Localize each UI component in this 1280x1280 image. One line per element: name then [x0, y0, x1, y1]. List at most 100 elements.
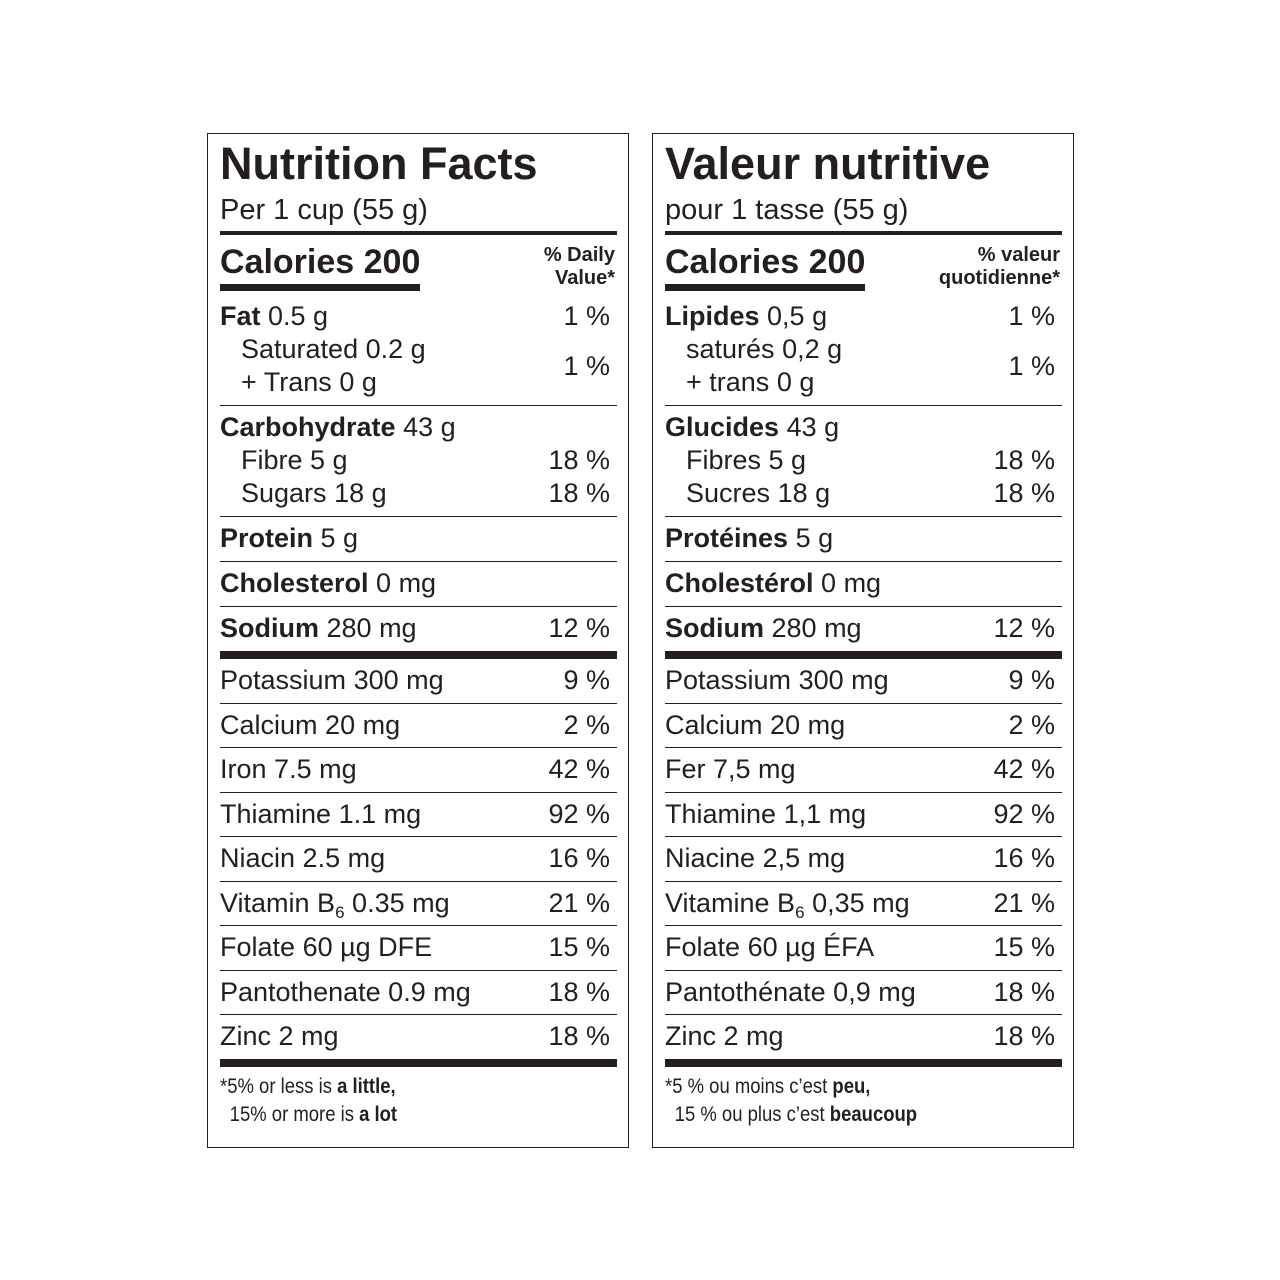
footnote-text: *5% or less is — [220, 1074, 332, 1098]
daily-value: 12 % — [548, 613, 610, 643]
footnote: *5 % ou moins c’est peu, 15 % ou plus c’e… — [665, 1067, 1062, 1129]
footnote-text: *5 % ou moins c’est — [665, 1074, 828, 1098]
vitamin-row: Zinc 2 mg 18 % — [220, 1015, 617, 1067]
daily-value: 1 % — [1008, 301, 1055, 331]
nutrient-label: Protein 5 g — [220, 522, 358, 555]
footnote-text: 15% or more is — [229, 1102, 354, 1126]
daily-value: 18 % — [548, 478, 610, 508]
nutrient-label: Zinc 2 mg — [220, 1015, 339, 1059]
daily-value: 2 % — [1008, 709, 1055, 740]
vitamin-row: Potassium 300 mg 9 % — [220, 659, 617, 704]
vitamin-row: Folate 60 µg DFE 15 % — [220, 926, 617, 971]
vitamin-row: Zinc 2 mg 18 % — [665, 1015, 1062, 1067]
serving-size: pour 1 tasse (55 g) — [665, 189, 1062, 235]
nutrient-label: Protéines 5 g — [665, 522, 833, 555]
nutrient-line: Fat 0.5 g — [220, 300, 328, 333]
nutrient-label: Niacine 2,5 mg — [665, 837, 845, 881]
vitamin-row: Potassium 300 mg 9 % — [665, 659, 1062, 704]
nutrient-label: Glucides 43 g — [665, 411, 839, 444]
nutrient-amount: 0,9 mg — [833, 976, 916, 1007]
nutrient-amount: 1,1 mg — [783, 798, 867, 829]
nutrient-label: Sucres 18 g — [665, 477, 830, 510]
vitamin-row: Vitamine B6 0,35 mg 21 % — [665, 882, 1062, 926]
vitamin-row: Thiamine 1,1 mg 92 % — [665, 793, 1062, 837]
footnote-text: 15 % ou plus c’est — [674, 1102, 825, 1126]
nutrient-label: Pantothénate 0,9 mg — [665, 971, 916, 1015]
footnote-line: 15% or more is a lot — [220, 1101, 569, 1129]
nutrient-row: Fibre 5 g 18 % — [220, 444, 617, 477]
nutrient-line: Glucides 43 g — [665, 411, 839, 444]
nutrient-line: Fibres 5 g — [686, 444, 806, 477]
nutrient-name: Folate — [665, 932, 741, 962]
nutrient-line: Cholesterol 0 mg — [220, 567, 436, 600]
nutrient-name: Niacine — [665, 843, 756, 873]
nutrient-name: Protéines — [665, 523, 789, 553]
daily-value: 18 % — [993, 1021, 1055, 1051]
calories-section: Calories 200 % Daily Value* — [220, 235, 617, 295]
nutrient-label: Folate 60 µg DFE — [220, 926, 432, 970]
nutrient-name: Lipides — [665, 301, 760, 331]
nutrient-row: Cholestérol 0 mg — [665, 567, 1062, 600]
nutrient-label: Sodium 280 mg — [220, 612, 417, 645]
nutrient-label: saturés 0,2 g + trans 0 g — [665, 333, 842, 399]
nutrient-label: Fibres 5 g — [665, 444, 806, 477]
nutrient-amount: 43 g — [403, 412, 456, 442]
nutrient-name: Fer — [665, 754, 706, 784]
nutrient-label: Zinc 2 mg — [665, 1015, 784, 1059]
daily-value: 42 % — [993, 754, 1055, 784]
daily-value-header: % valeur quotidienne* — [939, 244, 1060, 290]
nutrient-line: + Trans 0 g — [241, 366, 426, 399]
nutrient-group: Cholestérol 0 mg — [665, 562, 1062, 607]
nutrient-line: Protein 5 g — [220, 522, 358, 555]
nutrient-amount: 0 mg — [376, 568, 437, 598]
nutrient-name: Zinc — [665, 1021, 717, 1051]
daily-value-header-line: % Daily — [543, 244, 615, 266]
vitamin-row: Calcium 20 mg 2 % — [220, 704, 617, 748]
vitamin-row: Folate 60 µg ÉFA 15 % — [665, 926, 1062, 971]
nutrient-line: Sugars 18 g — [241, 477, 387, 510]
nutrient-amount: 18 g — [777, 478, 831, 508]
footnote-text: a lot — [359, 1102, 398, 1126]
nutrient-amount: 18 g — [334, 478, 387, 508]
serving-size: Per 1 cup (55 g) — [220, 189, 617, 235]
subscript: 6 — [335, 902, 345, 922]
daily-value: 12 % — [993, 613, 1055, 643]
nutrient-amount: 280 mg — [771, 613, 862, 643]
vitamin-row: Vitamin B6 0.35 mg 21 % — [220, 882, 617, 926]
nutrient-name: Protein — [220, 523, 314, 553]
nutrient-label: Folate 60 µg ÉFA — [665, 926, 874, 970]
daily-value: 18 % — [993, 976, 1055, 1007]
nutrient-label: Lipides 0,5 g — [665, 300, 827, 333]
nutrient-line: Protéines 5 g — [665, 522, 833, 555]
nutrient-name: Thiamine — [665, 798, 777, 829]
daily-value: 16 % — [993, 843, 1055, 873]
panel-title: Nutrition Facts — [220, 138, 538, 189]
nutrient-line: Sodium 280 mg — [665, 612, 862, 645]
daily-value-header: % Daily Value* — [544, 244, 615, 290]
vitamin-row: Pantothénate 0,9 mg 18 % — [665, 971, 1062, 1015]
nutrient-amount: 0 g — [776, 367, 815, 397]
nutrient-amount: 0,35 mg — [812, 887, 910, 918]
nutrient-label: Cholestérol 0 mg — [665, 567, 881, 600]
nutrient-group: Carbohydrate 43 g Fibre 5 g 18 % Sugars 18 … — [220, 406, 617, 517]
footnote-line: *5 % ou moins c’est peu, — [665, 1073, 1014, 1101]
nutrient-name: + trans — [686, 367, 770, 397]
nutrient-name: Zinc — [220, 1021, 272, 1051]
nutrient-name: Sugars — [241, 478, 327, 508]
nutrient-name: Glucides — [665, 412, 780, 442]
daily-value: 15 % — [548, 932, 610, 962]
nutrient-name: + Trans — [241, 367, 332, 397]
daily-value: 18 % — [993, 445, 1055, 475]
nutrient-group: Sodium 280 mg 12 % — [665, 607, 1062, 659]
nutrient-amount: 2,5 mg — [762, 843, 846, 873]
daily-value: 92 % — [993, 798, 1055, 829]
vitamin-row: Niacin 2.5 mg 16 % — [220, 837, 617, 882]
nutrient-amount: 300 mg — [798, 665, 889, 695]
nutrient-amount: 0.9 mg — [388, 976, 471, 1007]
daily-value: 1 % — [563, 350, 610, 381]
nutrient-label: Fer 7,5 mg — [665, 748, 796, 792]
nutrient-name: Vitamin B — [220, 887, 336, 918]
nutrient-line: Carbohydrate 43 g — [220, 411, 456, 444]
nutrition-panel: Valeur nutritive pour 1 tasse (55 g) Calor… — [652, 133, 1074, 1148]
nutrient-name: Fibres — [686, 445, 762, 475]
